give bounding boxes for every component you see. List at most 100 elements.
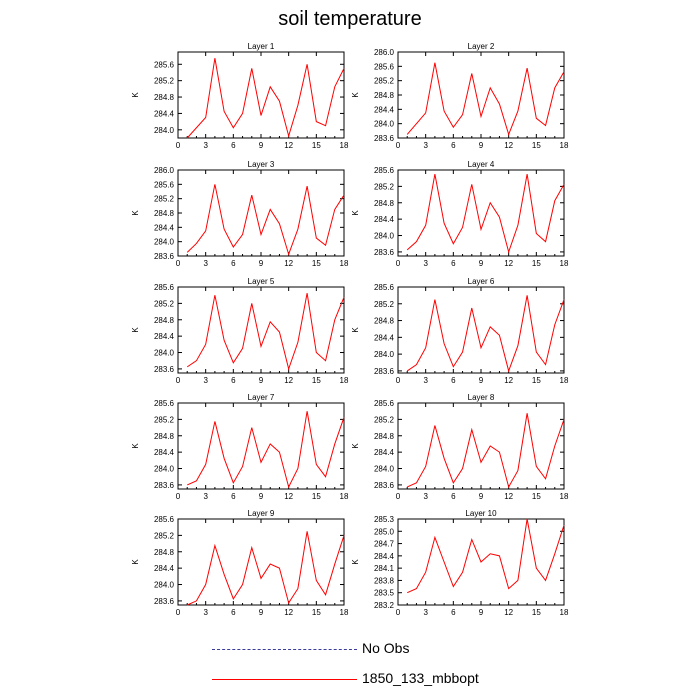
plot-frame — [397, 169, 565, 257]
y-axis-label: K — [351, 92, 360, 98]
legend-item-model: 1850_133_mbbopt — [212, 670, 542, 690]
x-tick-label: 0 — [396, 376, 401, 385]
plot-frame — [177, 402, 345, 490]
x-tick-label: 0 — [396, 259, 401, 268]
legend-label-model: 1850_133_mbbopt — [362, 670, 479, 686]
x-tick-label: 3 — [203, 141, 208, 150]
x-tick-label: 3 — [203, 376, 208, 385]
y-tick-label: 284.0 — [374, 232, 395, 241]
x-tick-label: 6 — [231, 376, 236, 385]
panel-title: Layer 10 — [465, 509, 497, 518]
x-tick-label: 9 — [259, 376, 264, 385]
x-tick-label: 3 — [423, 492, 428, 501]
x-tick-label: 18 — [340, 608, 349, 617]
y-tick-label: 285.6 — [374, 62, 395, 71]
x-tick-label: 3 — [423, 141, 428, 150]
series-line — [407, 413, 565, 489]
y-tick-label: 285.2 — [154, 415, 175, 424]
panel-layer-6: Layer 6 K 0 3 6 9 12 15 18 283.6 284.0 284.4 284.8 28… — [351, 277, 569, 385]
y-tick-label: 284.4 — [154, 332, 175, 341]
y-tick-label: 284.8 — [154, 316, 175, 325]
x-tick-label: 0 — [176, 376, 181, 385]
y-axis-label: K — [131, 92, 140, 98]
x-tick-label: 0 — [176, 259, 181, 268]
y-tick-label: 284.7 — [374, 540, 395, 549]
series-line — [186, 58, 345, 139]
y-tick-label: 285.3 — [374, 515, 395, 524]
series-line — [406, 295, 565, 373]
panel-layer-7: Layer 7 K 0 3 6 9 12 15 18 283.6 284.0 284.4 284.8 28… — [131, 393, 349, 501]
x-tick-label: 15 — [532, 141, 541, 150]
y-tick-label: 285.2 — [374, 182, 395, 191]
y-axis-label: K — [351, 210, 360, 216]
x-tick-label: 6 — [451, 492, 456, 501]
panel-title: Layer 3 — [248, 160, 275, 169]
x-tick-label: 12 — [284, 376, 293, 385]
y-tick-label: 283.6 — [374, 481, 395, 490]
y-tick-label: 284.0 — [374, 465, 395, 474]
x-tick-label: 15 — [532, 608, 541, 617]
x-tick-label: 3 — [423, 608, 428, 617]
x-tick-label: 9 — [479, 259, 484, 268]
legend-swatch-model — [212, 679, 357, 680]
y-tick-label: 283.8 — [374, 576, 395, 585]
x-tick-label: 12 — [284, 141, 293, 150]
x-tick-label: 15 — [312, 492, 321, 501]
y-axis-label: K — [351, 327, 360, 333]
x-tick-label: 6 — [231, 259, 236, 268]
plot-frame — [397, 402, 565, 490]
y-tick-label: 285.6 — [154, 60, 175, 69]
y-tick-label: 285.0 — [374, 527, 395, 536]
panel-layer-4: Layer 4 K 0 3 6 9 12 15 18 283.6 284.0 284.4 284.8 28… — [351, 160, 569, 268]
y-tick-label: 283.6 — [154, 252, 175, 261]
y-tick-label: 284.8 — [374, 317, 395, 326]
y-axis-label: K — [351, 443, 360, 449]
x-tick-label: 9 — [479, 141, 484, 150]
y-tick-label: 285.6 — [154, 180, 175, 189]
x-tick-label: 3 — [203, 608, 208, 617]
series-line — [186, 184, 345, 256]
x-tick-label: 15 — [532, 492, 541, 501]
y-tick-label: 284.8 — [154, 432, 175, 441]
series-line — [407, 518, 565, 594]
y-tick-label: 283.6 — [154, 597, 175, 606]
y-tick-label: 285.2 — [374, 77, 395, 86]
x-tick-label: 18 — [560, 259, 569, 268]
x-tick-label: 0 — [176, 141, 181, 150]
panel-layer-3: Layer 3 K 0 3 6 9 12 15 18 283.6 284.0 284.4 284.8 28… — [131, 160, 349, 268]
panel-layer-10: Layer 10 K 0 3 6 9 12 15 18 283.2 283.5 283.8 284.1 2… — [351, 509, 569, 617]
x-tick-label: 0 — [176, 608, 181, 617]
y-tick-label: 284.0 — [154, 238, 175, 247]
x-tick-label: 6 — [231, 492, 236, 501]
y-tick-label: 284.4 — [154, 223, 175, 232]
y-tick-label: 284.8 — [374, 432, 395, 441]
x-tick-label: 9 — [259, 492, 264, 501]
y-tick-label: 285.2 — [154, 299, 175, 308]
x-tick-label: 6 — [451, 608, 456, 617]
x-tick-label: 0 — [176, 492, 181, 501]
x-tick-label: 15 — [312, 141, 321, 150]
y-axis-label: K — [131, 443, 140, 449]
y-tick-label: 286.0 — [154, 166, 175, 175]
y-tick-label: 283.2 — [374, 601, 395, 610]
y-tick-label: 284.8 — [154, 209, 175, 218]
x-tick-label: 18 — [340, 492, 349, 501]
x-tick-label: 3 — [203, 259, 208, 268]
plot-frame — [177, 169, 345, 257]
x-tick-label: 12 — [504, 141, 513, 150]
y-axis-label: K — [351, 559, 360, 565]
x-tick-label: 9 — [259, 259, 264, 268]
y-tick-label: 284.4 — [154, 448, 175, 457]
legend-label-no-obs: No Obs — [362, 640, 410, 656]
panel-title: Layer 8 — [468, 393, 495, 402]
y-tick-label: 284.4 — [154, 109, 175, 118]
x-tick-label: 3 — [203, 492, 208, 501]
legend-item-no-obs: No Obs — [212, 640, 542, 660]
series-line — [186, 293, 345, 371]
x-tick-label: 15 — [532, 259, 541, 268]
x-tick-label: 18 — [560, 376, 569, 385]
x-tick-label: 6 — [451, 141, 456, 150]
panel-title: Layer 9 — [248, 509, 275, 518]
series-line — [187, 531, 345, 606]
